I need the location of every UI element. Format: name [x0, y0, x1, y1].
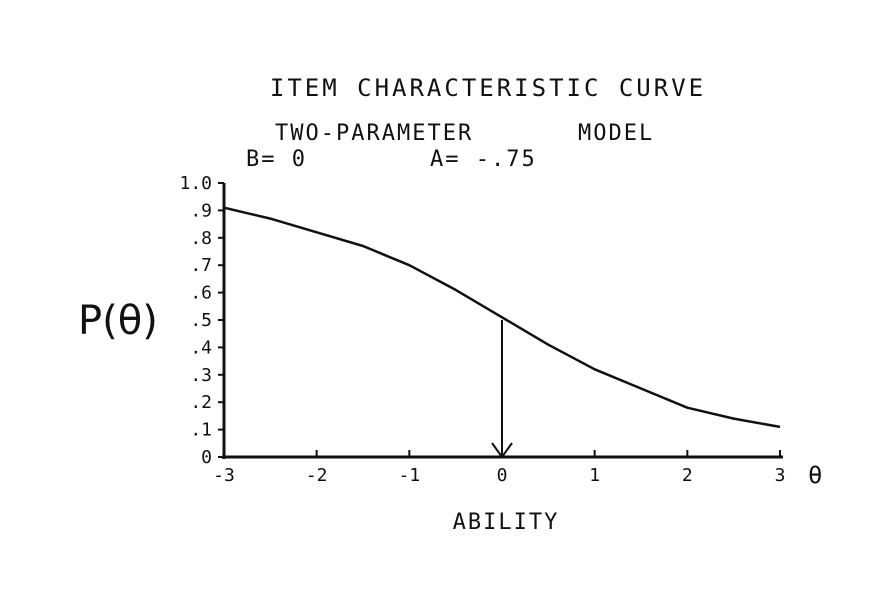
x-axis-symbol: θ [808, 461, 822, 489]
y-tick-label: .4 [190, 337, 212, 358]
x-tick-label: -1 [398, 465, 420, 486]
y-tick-label: .7 [190, 255, 212, 276]
y-tick-label: .6 [190, 283, 212, 304]
x-tick-label: 1 [589, 465, 600, 486]
x-tick-label: -2 [306, 465, 328, 486]
y-axis-label: P(θ) [78, 298, 158, 344]
x-tick-label: 3 [775, 465, 786, 486]
param-a-label: A= -.75 [430, 147, 537, 172]
y-tick-label: .8 [190, 228, 212, 249]
x-tick-label: -3 [213, 465, 235, 486]
icc-curve [223, 206, 781, 429]
y-tick-label: .3 [190, 365, 212, 386]
y-tick-label: .5 [190, 310, 212, 331]
y-tick-label: .2 [190, 392, 212, 413]
y-tick-label: 0 [201, 447, 212, 468]
series-group [223, 206, 781, 429]
x-tick-label: 2 [682, 465, 693, 486]
y-ticks: 0 .1 .2 .3 .4 .5 .6 .7 .8 .9 1.0 [179, 173, 224, 468]
x-axis-label: ABILITY [453, 510, 560, 535]
chart-title: ITEM CHARACTERISTIC CURVE [270, 74, 706, 102]
y-tick-label: 1.0 [179, 173, 212, 194]
chart-subtitle-right: MODEL [578, 121, 654, 146]
x-tick-label: 0 [497, 465, 508, 486]
y-tick-label: .1 [190, 420, 212, 441]
chart-subtitle-left: TWO-PARAMETER [275, 121, 473, 146]
y-tick-label: .9 [190, 200, 212, 221]
annotation-group [491, 320, 513, 459]
arrow-head [491, 442, 513, 459]
x-ticks: -3 -2 -1 0 1 2 3 [213, 450, 785, 486]
param-b-label: B= 0 [246, 147, 307, 172]
